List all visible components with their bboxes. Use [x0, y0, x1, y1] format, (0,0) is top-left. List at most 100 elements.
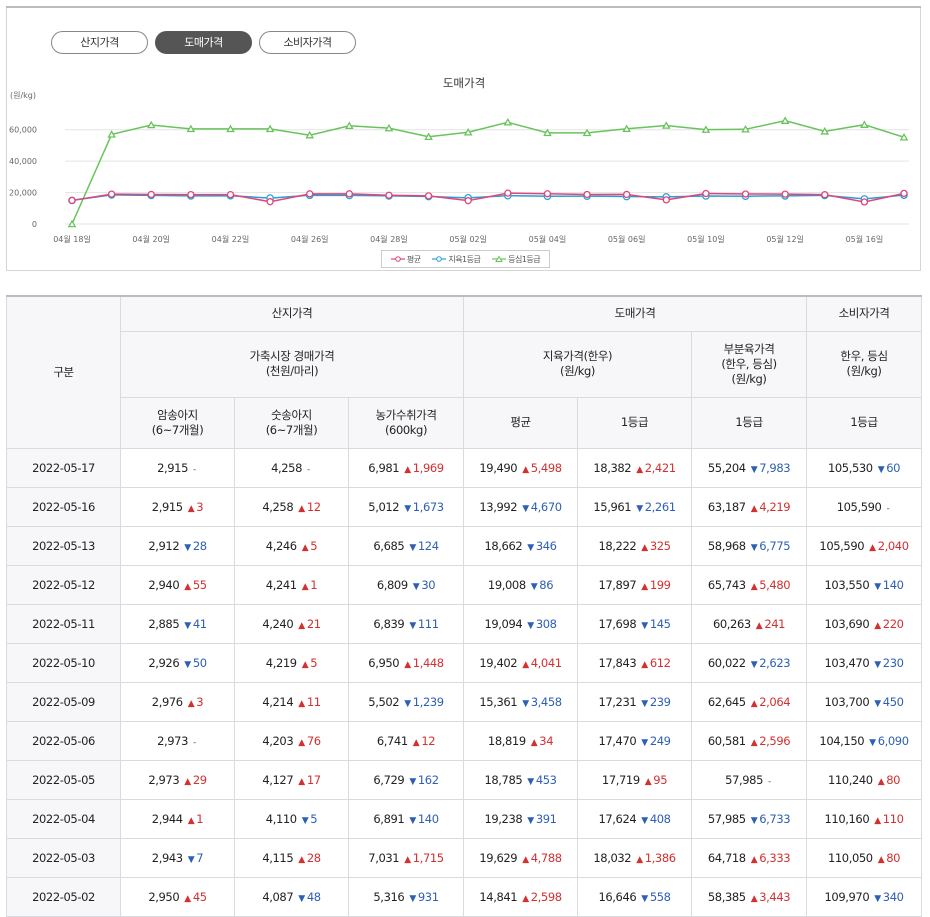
down-triangle-icon: ▼	[184, 620, 191, 631]
series-line	[71, 119, 905, 225]
data-point[interactable]	[504, 189, 512, 197]
data-point[interactable]	[107, 130, 116, 138]
data-point[interactable]	[741, 190, 750, 198]
cell-carcass-grade1: 18,032 ▲ 1,386	[577, 837, 693, 878]
data-point[interactable]	[661, 121, 671, 129]
data-point[interactable]	[186, 124, 196, 133]
x-tick-label: 05월 10일	[687, 234, 725, 244]
data-point[interactable]	[424, 192, 433, 200]
cell-value: 4,115	[262, 850, 294, 865]
up-triangle-icon: ▲	[298, 737, 305, 748]
data-point[interactable]	[384, 123, 394, 132]
legend-item-carcass-grade1[interactable]: 지육1등급	[432, 254, 481, 265]
down-triangle-icon: ▼	[874, 581, 881, 592]
data-point[interactable]	[543, 128, 552, 137]
cell-carcass-avg: 19,238 ▼ 391	[463, 798, 579, 839]
data-point[interactable]	[780, 116, 790, 124]
data-point[interactable]	[424, 132, 433, 141]
cell-carcass-grade1: 17,897 ▲ 199	[577, 564, 693, 605]
cell-change: 450	[882, 694, 904, 709]
data-point[interactable]	[821, 191, 829, 199]
no-change-icon: -	[193, 464, 196, 475]
down-triangle-icon: ▼	[877, 464, 885, 475]
tab-consumer-price[interactable]: 소비자가격	[259, 31, 356, 54]
data-point[interactable]	[582, 128, 592, 137]
price-table-body: 2022-05-17 2,915-4,258-6,981 ▲ 1,969 19,490 ▲…	[6, 447, 923, 917]
data-point[interactable]	[305, 130, 315, 139]
data-point[interactable]	[147, 190, 155, 199]
cut-label: 부분육가격	[723, 341, 775, 356]
data-point[interactable]	[860, 198, 869, 206]
data-point[interactable]	[226, 190, 235, 199]
up-triangle-icon: ▲	[641, 659, 648, 670]
cell-value: 13,992	[479, 499, 518, 514]
cell-value: 5,012	[368, 499, 400, 514]
data-point[interactable]	[860, 120, 869, 128]
data-point[interactable]	[583, 190, 591, 199]
data-point[interactable]	[68, 196, 76, 205]
data-point[interactable]	[900, 189, 908, 198]
data-point[interactable]	[623, 190, 631, 199]
cell-carcass-grade1: 17,843 ▲ 612	[577, 642, 693, 683]
data-point[interactable]	[266, 198, 274, 206]
cell-change: 48	[306, 889, 321, 904]
data-point[interactable]	[67, 219, 77, 228]
cell-value: 4,087	[262, 889, 294, 904]
tab-origin-price[interactable]: 산지가격	[51, 31, 148, 54]
cell-value: 15,961	[593, 499, 632, 514]
data-point[interactable]	[187, 190, 195, 199]
cell-change: 6,775	[759, 538, 791, 553]
data-point[interactable]	[345, 121, 354, 130]
data-point[interactable]	[622, 124, 631, 133]
up-triangle-icon: ▲	[750, 503, 758, 514]
data-point[interactable]	[464, 197, 472, 205]
data-point[interactable]	[701, 125, 711, 133]
legend-item-sirloin-grade1[interactable]: 등심1등급	[492, 254, 541, 265]
x-tick-label: 05월 06일	[608, 234, 646, 244]
tab-wholesale-price[interactable]: 도매가격	[155, 31, 252, 54]
data-point[interactable]	[345, 190, 353, 198]
cell-value: 58,385	[707, 889, 746, 904]
data-point[interactable]	[543, 190, 552, 198]
data-point[interactable]	[820, 127, 830, 135]
data-point[interactable]	[702, 189, 710, 198]
up-triangle-icon: ▲	[184, 581, 191, 592]
data-point[interactable]	[899, 132, 909, 141]
data-point[interactable]	[463, 127, 473, 136]
data-point[interactable]	[306, 190, 314, 198]
header-category: 구분	[6, 295, 121, 449]
data-point[interactable]	[781, 190, 789, 198]
price-tabs: 산지가격 도매가격 소비자가격	[51, 31, 356, 54]
data-point[interactable]	[662, 196, 670, 204]
cell-change: 5,480	[759, 577, 791, 592]
data-point[interactable]	[265, 124, 275, 133]
cell-value: 18,662	[484, 538, 523, 553]
data-point[interactable]	[385, 191, 393, 199]
legend-item-avg[interactable]: 평균	[390, 254, 421, 265]
cell-value: 2,973	[148, 772, 180, 787]
up-triangle-icon: ▲	[877, 776, 885, 787]
up-triangle-icon: ▲	[636, 854, 643, 865]
cell-change: 1,239	[412, 694, 444, 709]
data-point[interactable]	[503, 117, 513, 126]
cell-change: 50	[192, 655, 207, 670]
up-triangle-icon: ▲	[877, 854, 885, 865]
cell-value: 4,203	[262, 733, 294, 748]
data-point[interactable]	[107, 190, 116, 198]
cell-change: 1	[310, 577, 318, 592]
cell-change: 45	[192, 889, 207, 904]
x-tick-label: 05월 04일	[529, 234, 567, 244]
down-triangle-icon: ▼	[301, 815, 309, 826]
cell-value: 6,729	[373, 772, 405, 787]
y-tick-label: 0	[32, 220, 37, 229]
cell-change: 3,458	[530, 694, 562, 709]
cell-farm-price: 5,502 ▼ 1,239	[347, 681, 465, 722]
cell-carcass-grade1: 18,222 ▲ 325	[577, 525, 693, 566]
up-triangle-icon: ▲	[644, 776, 652, 787]
cell-change: 230	[882, 655, 904, 670]
up-triangle-icon: ▲	[184, 893, 191, 904]
data-point[interactable]	[226, 124, 235, 133]
data-point[interactable]	[741, 124, 750, 133]
cell-value: 63,187	[707, 499, 746, 514]
data-point[interactable]	[146, 120, 156, 129]
